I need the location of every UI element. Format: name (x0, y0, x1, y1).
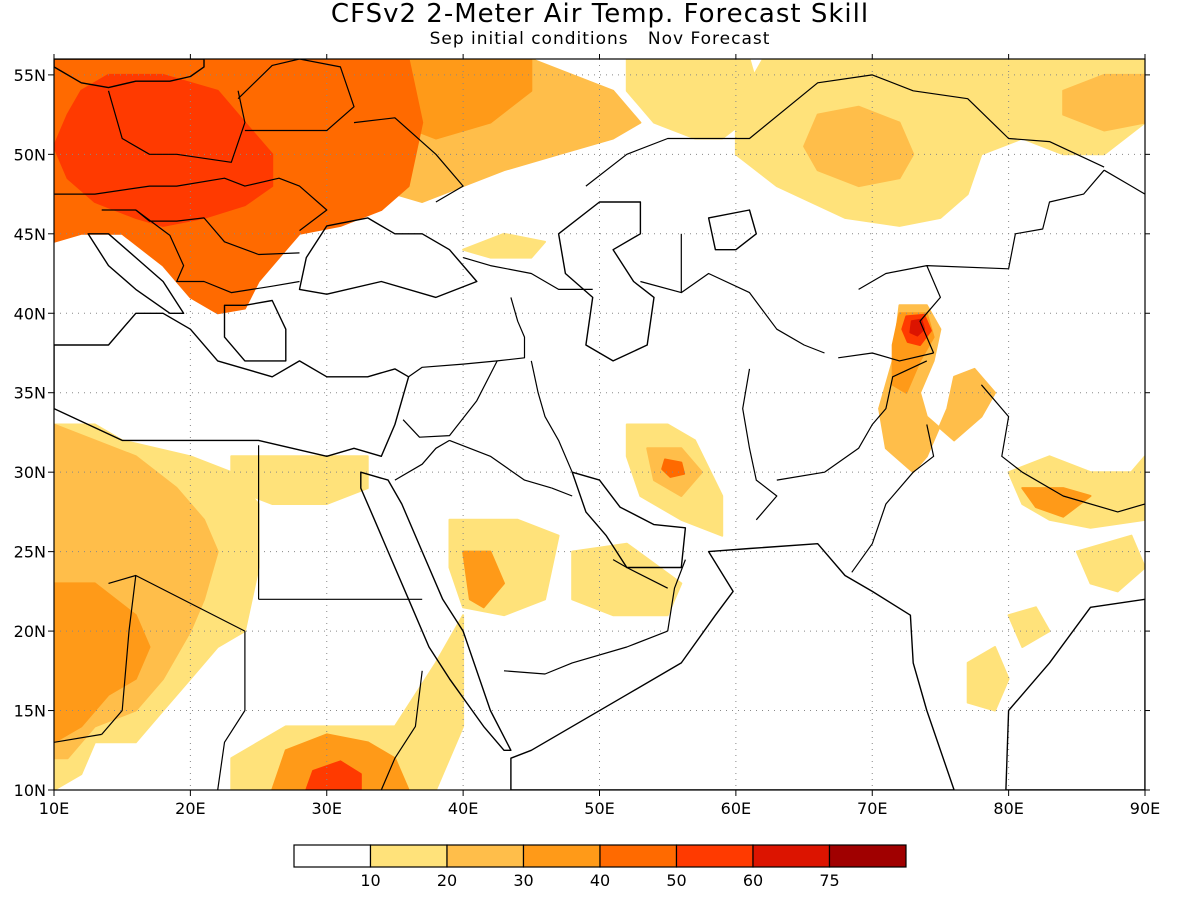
border-europe-2 (54, 177, 328, 232)
border-qatar-uae (612, 559, 668, 589)
axis-ticks (48, 54, 1150, 796)
lat-tick-label: 10N (14, 781, 46, 800)
border-kazakh-kyrgyz (858, 265, 1009, 290)
skill-region-siberia-core (803, 105, 915, 188)
skill-region-india-ne2 (1007, 606, 1051, 648)
map-subtitle: Sep initial conditions Nov Forecast (429, 29, 771, 49)
legend-label: 10 (360, 871, 380, 890)
border-china-kyrgyz-taj (919, 265, 942, 354)
legend-label: 50 (666, 871, 686, 890)
border-india-china (980, 384, 1145, 513)
skill-region-india-ne (1075, 534, 1145, 593)
legend-swatch (752, 844, 831, 868)
skill-region-arabia-west-mid (462, 550, 505, 609)
border-ukraine-russia (353, 117, 464, 203)
lon-tick-label: 80E (993, 799, 1023, 818)
coastline-aral (707, 209, 757, 251)
legend-label: 40 (590, 871, 610, 890)
coastline-bay-of-bengal (1005, 598, 1145, 790)
coastline-baltic (54, 59, 205, 89)
border-kazakh-russia (585, 74, 1105, 187)
skill-region-siberia-east-outer (734, 59, 1145, 227)
lat-tick-label: 15N (14, 702, 46, 721)
legend-label: 20 (437, 871, 457, 890)
coastline-caspian (557, 201, 655, 362)
legend-swatch (675, 844, 754, 868)
lat-tick-label: 20N (14, 622, 46, 641)
skill-region-sudan-core (305, 760, 362, 790)
lon-tick-label: 50E (584, 799, 614, 818)
coastline-mediterranean (54, 312, 410, 457)
skill-region-central-europe (54, 73, 274, 227)
lat-tick-label: 30N (14, 463, 46, 482)
lon-tick-label: 20E (175, 799, 205, 818)
border-caucasus (462, 257, 593, 290)
lon-tick-label: 90E (1130, 799, 1160, 818)
border-europe-4 (135, 209, 300, 294)
lat-tick-label: 55N (14, 66, 46, 85)
border-chad-sudan (217, 631, 246, 790)
border-pak-india (851, 424, 935, 573)
coastline-persian-gulf (571, 471, 687, 569)
border-oman-uae (667, 559, 686, 632)
lon-tick-label: 70E (857, 799, 887, 818)
skill-region-sudan-outer (230, 614, 465, 790)
coastline-adriatic (87, 233, 185, 314)
skill-region-india-south (966, 646, 1010, 712)
legend-swatch (446, 844, 525, 868)
legend-label: 30 (513, 871, 533, 890)
border-niger-nigeria (54, 733, 102, 743)
skill-shading (54, 59, 1145, 790)
border-turkey-iran (408, 297, 526, 378)
border-tajik-afghan (838, 352, 934, 362)
coastline-red-sea (360, 471, 512, 751)
border-saudi-yemen (503, 630, 668, 675)
border-saudi-iraq (449, 439, 552, 489)
skill-region-caspian-west-small (462, 232, 546, 259)
border-sudan-ethiopia (380, 670, 423, 790)
map-title: CFSv2 2-Meter Air Temp. Forecast Skill (330, 0, 870, 29)
lat-tick-label: 40N (14, 304, 46, 323)
legend-swatch (293, 844, 372, 868)
legend-label: 60 (743, 871, 763, 890)
coastline-aegean (223, 299, 287, 362)
lat-tick-label: 25N (14, 543, 46, 562)
border-syria-iraq (402, 360, 498, 438)
border-kuwait (551, 487, 573, 497)
lon-tick-label: 60E (721, 799, 751, 818)
lon-tick-label: 10E (39, 799, 69, 818)
coastline-arabian-sea (510, 543, 955, 790)
border-europe-1 (107, 90, 246, 163)
border-niger-chad (101, 575, 137, 735)
legend-label: 75 (819, 871, 839, 890)
border-belarus (237, 59, 355, 132)
skill-region-n-africa-mid2 (54, 582, 151, 744)
axis-labels: 10E 20E 30E 40E 50E 60E 70E 80E 90E 10N 15N 20N 25N 3… (14, 66, 1161, 818)
coastline-black-sea (298, 217, 478, 299)
border-jordan-saudi (394, 439, 450, 481)
skill-region-nepal-mid (1021, 487, 1092, 518)
border-china-kazakh (1008, 169, 1105, 269)
border-iraq-iran (530, 360, 573, 473)
border-mongolia-china (1103, 169, 1145, 195)
lat-tick-label: 45N (14, 225, 46, 244)
legend-swatch (522, 844, 601, 868)
border-afghan-pak (776, 360, 928, 481)
coastlines-and-borders (54, 59, 1145, 790)
legend-swatch (828, 844, 907, 868)
lon-tick-label: 40E (448, 799, 478, 818)
legend-swatch (599, 844, 678, 868)
skill-region-arabia-east (571, 542, 683, 617)
legend-swatch (369, 844, 448, 868)
lat-tick-label: 50N (14, 145, 46, 164)
lon-tick-label: 30E (312, 799, 342, 818)
border-iran-afghan (742, 368, 778, 521)
lat-tick-label: 35N (14, 384, 46, 403)
